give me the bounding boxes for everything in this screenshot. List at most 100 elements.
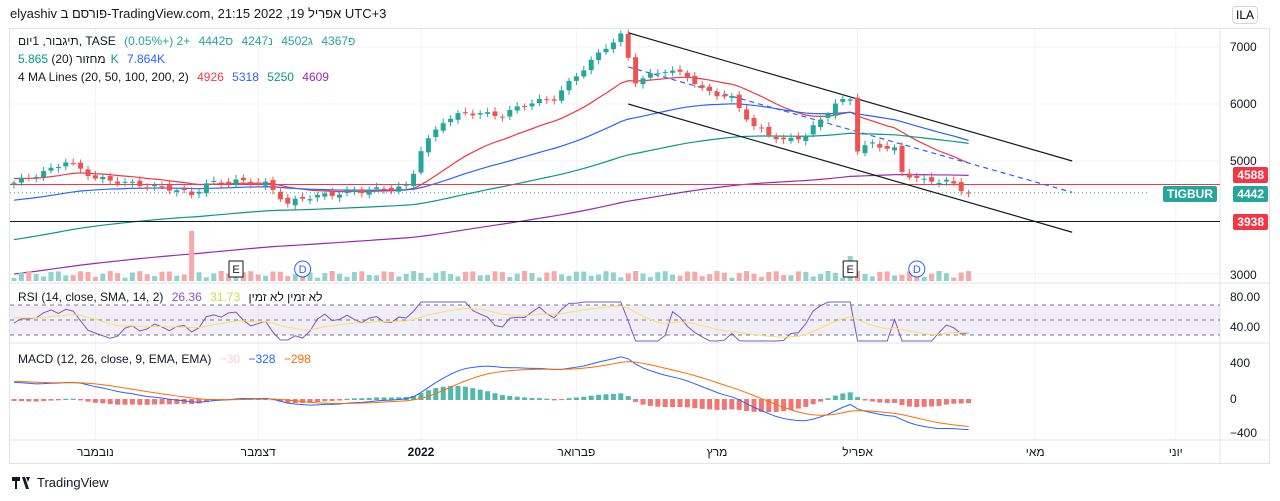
macd-histogram-bar [374, 397, 380, 400]
volume-bar [514, 273, 520, 281]
macd-histogram-bar [744, 399, 750, 411]
macd-histogram-bar [684, 399, 690, 408]
candle-body [499, 116, 505, 118]
candle-body [825, 114, 831, 118]
volume-bar [869, 276, 875, 281]
volume-bar [181, 274, 187, 281]
volume-bar [788, 275, 794, 281]
event-label: D [913, 264, 921, 276]
candle-body [773, 136, 779, 140]
macd-histogram-bar [647, 399, 653, 406]
macd-histogram-bar [773, 399, 779, 412]
macd-histogram-bar [529, 397, 535, 400]
currency-button[interactable]: ILA [1232, 6, 1259, 24]
chart-frame [9, 28, 1270, 464]
candle-body [418, 151, 424, 173]
volume-bar [677, 275, 683, 281]
rsi-label[interactable]: RSI (14, close, SMA, 14, 2) [18, 290, 164, 304]
volume-bar [795, 271, 801, 281]
volume-bar [26, 271, 32, 281]
macd-histogram-bar [840, 393, 846, 400]
volume-bar [329, 271, 335, 281]
volume-label[interactable]: מחזור (20) [51, 52, 106, 66]
macd-histogram-bar [766, 399, 772, 413]
macd-histogram-bar [729, 399, 735, 410]
volume-bar [33, 273, 39, 281]
volume-bar [921, 276, 927, 281]
candle-body [936, 183, 942, 185]
candle-body [485, 112, 491, 114]
volume-bar [351, 272, 357, 281]
volume-bar [470, 271, 476, 281]
macd-histogram-bar [322, 399, 328, 402]
candle-body [596, 52, 602, 61]
candle-body [277, 191, 283, 200]
macd-histogram-bar [78, 399, 84, 401]
volume-bar [366, 274, 372, 281]
macd-histogram-bar [92, 399, 98, 403]
candle-body [477, 113, 483, 115]
volume-bar [233, 277, 239, 281]
macd-histogram-bar [633, 399, 639, 402]
macd-histogram-bar [544, 398, 550, 400]
symbol-name[interactable]: תיגבור, 1יום, TASE [18, 34, 116, 48]
candle-body [196, 191, 202, 194]
candle-body [70, 162, 76, 164]
macd-histogram-bar [329, 399, 335, 401]
candle-body [625, 34, 631, 58]
macd-histogram-bar [936, 399, 942, 406]
ticker-tag: TIGBUR [1163, 186, 1217, 202]
candle-body [840, 98, 846, 102]
volume-bar [951, 277, 957, 281]
volume-bar [559, 274, 565, 281]
macd-histogram-bar [381, 397, 387, 400]
candle-body [33, 176, 39, 178]
candle-body [403, 184, 409, 186]
ma-label[interactable]: 4 MA Lines (20, 50, 100, 200, 2) [18, 70, 189, 84]
volume-bar [196, 272, 202, 281]
macd-histogram-bar [485, 391, 491, 400]
macd-histogram-bar [26, 399, 32, 402]
macd-histogram-bar [788, 399, 794, 410]
macd-histogram-bar [966, 399, 972, 404]
macd-histogram-bar [462, 386, 468, 400]
volume-bar [899, 274, 905, 281]
volume-bar [766, 272, 772, 281]
candle-body [788, 137, 794, 141]
volume-bar [270, 271, 276, 281]
volume-bar [359, 271, 365, 281]
macd-histogram-bar [699, 399, 705, 409]
macd-histogram-bar [818, 399, 824, 402]
candle-body [943, 179, 949, 182]
volume-bar [218, 271, 224, 281]
volume-bar [374, 275, 380, 281]
candle-body [862, 145, 868, 154]
macd-histogram-bar [884, 399, 890, 404]
candle-body [573, 76, 579, 81]
candle-body [914, 175, 920, 178]
volume-bar [477, 275, 483, 281]
volume-bar [906, 271, 912, 281]
macd-histogram-bar [692, 399, 698, 409]
volume-bar [751, 273, 757, 281]
tradingview-logo[interactable]: TradingView [12, 475, 109, 490]
candle-body [18, 177, 24, 183]
volume-bar [485, 274, 491, 281]
ma100-value: 5250 [267, 70, 294, 84]
price-tick-label: 7000 [1230, 40, 1257, 54]
time-tick-label: 2022 [408, 445, 435, 459]
rsi-legend: RSI (14, close, SMA, 14, 2) 26.36 31.73 … [18, 290, 328, 304]
candle-body [189, 191, 195, 196]
event-label: E [847, 264, 854, 276]
macd-histogram-bar [129, 399, 135, 405]
volume-bar [729, 277, 735, 281]
volume-bar [522, 271, 528, 281]
volume-bar [603, 271, 609, 281]
macd-histogram-bar [285, 399, 291, 403]
candle-body [63, 162, 69, 167]
volume-bar [736, 273, 742, 281]
macd-histogram-bar [85, 399, 91, 402]
macd-label[interactable]: MACD (12, 26, close, 9, EMA, EMA) [18, 352, 212, 366]
candle-body [388, 187, 394, 191]
